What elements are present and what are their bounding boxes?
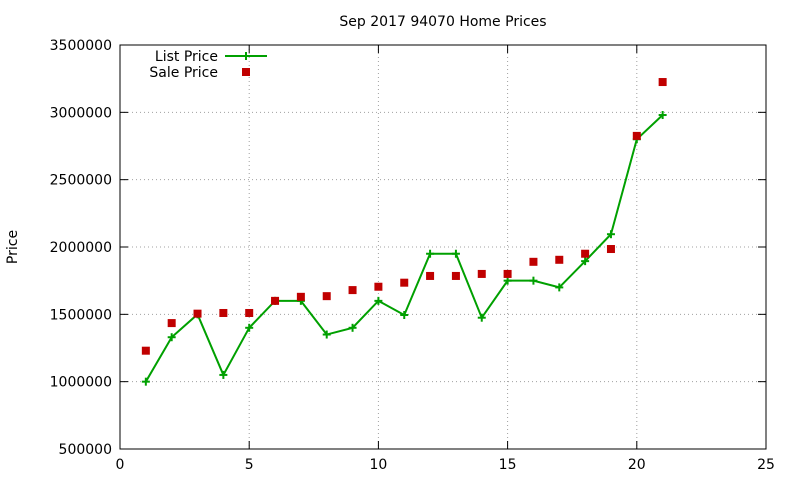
- list-price-point: [219, 370, 228, 379]
- list-price-point: [374, 296, 383, 305]
- y-tick-label: 2000000: [50, 240, 112, 256]
- x-tick-label: 20: [628, 457, 646, 473]
- sale-price-point: [632, 131, 641, 140]
- list-price-line: [144, 114, 664, 383]
- y-tick-label: 3500000: [50, 38, 112, 54]
- sale-price-point: [426, 271, 435, 280]
- sale-price-point: [555, 255, 564, 264]
- sale-price-point: [503, 269, 512, 278]
- sale-price-point: [400, 278, 409, 287]
- grid: [120, 45, 766, 449]
- list-price-point: [167, 333, 176, 342]
- series-sale-price: [141, 78, 667, 355]
- x-tick-label: 5: [245, 457, 254, 473]
- sale-price-point: [374, 282, 383, 291]
- sale-price-point: [245, 308, 254, 317]
- sale-price-point: [141, 346, 150, 355]
- list-price-point: [581, 257, 590, 266]
- list-price-point: [245, 323, 254, 332]
- list-price-point: [555, 283, 564, 292]
- series-list-price: [141, 111, 667, 386]
- list-price-point: [606, 230, 615, 239]
- legend-label: Sale Price: [149, 65, 218, 81]
- sale-price-point: [193, 309, 202, 318]
- x-tick-label: 15: [499, 457, 517, 473]
- list-price-point: [658, 111, 667, 120]
- axis-tick-labels: 500000 1000000 1500000 2000000 2500000 300000…: [50, 38, 775, 473]
- sale-price-point: [581, 249, 590, 258]
- series: [141, 78, 667, 386]
- sale-price-point: [219, 308, 228, 317]
- y-tick-label: 1000000: [50, 375, 112, 391]
- y-tick-label: 500000: [59, 442, 112, 458]
- sale-price-point: [606, 245, 615, 254]
- y-tick-label: 2500000: [50, 173, 112, 189]
- x-tick-label: 10: [369, 457, 387, 473]
- sale-price-point: [296, 292, 305, 301]
- legend-label: List Price: [155, 49, 218, 65]
- sale-price-point: [451, 271, 460, 280]
- y-tick-label: 3000000: [50, 105, 112, 121]
- list-price-point: [503, 276, 512, 285]
- sale-price-point: [348, 286, 357, 295]
- chart-title: Sep 2017 94070 Home Prices: [339, 14, 546, 30]
- list-price-point: [400, 311, 409, 320]
- sale-price-point: [322, 292, 331, 301]
- sale-price-point: [167, 319, 176, 328]
- x-tick-label: 25: [757, 457, 775, 473]
- x-tick-label: 0: [116, 457, 125, 473]
- y-axis-label: Price: [5, 230, 21, 264]
- sale-price-point: [529, 257, 538, 266]
- legend-swatch-marker: [242, 52, 250, 60]
- y-tick-label: 1500000: [50, 307, 112, 323]
- list-price-point: [477, 313, 486, 322]
- list-price-point: [348, 323, 357, 332]
- legend-swatch-square: [242, 68, 250, 76]
- list-price-point: [529, 276, 538, 285]
- axis-ticks: [119, 44, 767, 450]
- list-price-point: [426, 249, 435, 258]
- list-price-point: [451, 249, 460, 258]
- list-price-point: [322, 330, 331, 339]
- sale-price-point: [271, 296, 280, 305]
- sale-price-point: [658, 78, 667, 87]
- list-price-point: [141, 377, 150, 386]
- sale-price-point: [477, 269, 486, 278]
